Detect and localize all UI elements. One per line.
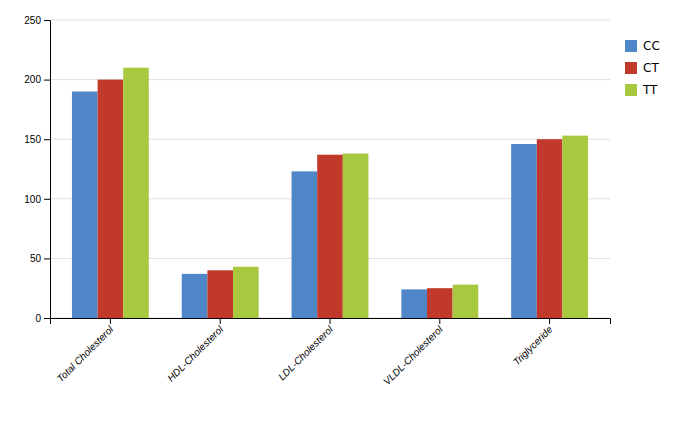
y-tick-mark [44, 80, 50, 81]
y-tick: 150 [24, 134, 50, 145]
y-tick-label: 0 [35, 313, 41, 324]
y-tick: 250 [24, 15, 50, 26]
x-axis-line [51, 319, 611, 325]
bar [317, 155, 343, 318]
legend-swatch [625, 84, 637, 96]
bar [427, 288, 453, 318]
legend-swatch [625, 40, 637, 52]
bar [453, 285, 479, 318]
bars [72, 68, 588, 318]
bar [233, 267, 259, 318]
plot: 0 50 100 150 200 250 Total Cholesterol HDL-Chol… [24, 15, 610, 388]
x-tick-mark [549, 318, 550, 324]
legend-label: CC [643, 39, 660, 53]
y-tick-label: 50 [30, 253, 42, 264]
x-tick: LDL-Cholesterol [276, 318, 335, 383]
bar [207, 270, 233, 318]
y-tick-label: 150 [24, 134, 41, 145]
legend-label: CT [643, 61, 659, 75]
bar [343, 154, 369, 318]
x-tick-mark [110, 318, 111, 324]
x-tick: Triglyceride [511, 318, 555, 367]
bar-series [123, 68, 588, 318]
x-tick-label: Total Cholesterol [55, 323, 116, 384]
x-tick-mark [330, 318, 331, 324]
y-axis: 0 50 100 150 200 250 [24, 15, 50, 324]
y-tick: 100 [24, 194, 50, 205]
legend-label: TT [642, 83, 658, 97]
legend-item: TT [625, 83, 658, 97]
y-tick-label: 250 [24, 15, 41, 26]
grid [50, 20, 610, 318]
bar [182, 274, 208, 318]
y-tick: 200 [24, 74, 50, 85]
bar [401, 289, 427, 318]
y-tick-mark [44, 139, 50, 140]
legend: CC CT TT [625, 39, 660, 97]
x-tick: Total Cholesterol [55, 318, 116, 384]
y-tick-mark [44, 258, 50, 259]
legend-swatch [625, 62, 637, 74]
x-tick-label: Triglyceride [511, 323, 555, 367]
x-tick-mark [439, 318, 440, 324]
bar [537, 139, 563, 318]
x-tick-mark [220, 318, 221, 324]
x-tick-label: VLDL-Cholesterol [381, 323, 445, 387]
y-tick-label: 200 [24, 74, 41, 85]
grid-line [50, 20, 610, 21]
legend-item: CC [625, 39, 660, 53]
y-tick: 0 [35, 313, 50, 324]
y-tick-mark [44, 318, 50, 319]
bar [562, 136, 588, 318]
x-axis: Total Cholesterol HDL-Cholesterol LDL-Chol… [51, 318, 611, 387]
bar [511, 144, 537, 318]
x-tick: HDL-Cholesterol [165, 318, 226, 384]
x-tick: VLDL-Cholesterol [381, 318, 445, 387]
bar-series [98, 80, 563, 318]
y-tick-mark [44, 20, 50, 21]
chart: 0 50 100 150 200 250 Total Cholesterol HDL-Chol… [0, 0, 700, 428]
y-axis-line [44, 21, 51, 319]
y-tick-mark [44, 199, 50, 200]
bar [123, 68, 149, 318]
x-tick-label: LDL-Cholesterol [276, 323, 335, 382]
x-tick-label: HDL-Cholesterol [165, 323, 226, 384]
legend-item: CT [625, 61, 659, 75]
y-tick-label: 100 [24, 194, 41, 205]
y-tick: 50 [30, 253, 50, 264]
bar [292, 171, 318, 318]
bar [98, 80, 124, 318]
bar [72, 92, 98, 318]
